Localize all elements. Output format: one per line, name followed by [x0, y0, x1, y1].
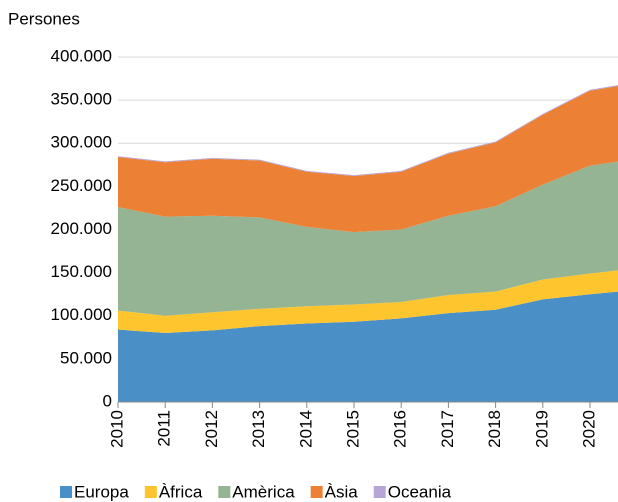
area: [118, 86, 618, 233]
y-tick-label: 250.000: [51, 176, 112, 195]
area: [118, 270, 618, 333]
area: [118, 291, 618, 402]
y-tick-label: 300.000: [51, 133, 112, 152]
x-tick-label: 2019: [532, 410, 551, 448]
legend-swatch: [218, 486, 231, 498]
y-axis-label: Persones: [8, 9, 80, 28]
legend-swatch: [144, 486, 157, 498]
x-tick-label: 2015: [343, 410, 362, 448]
legend-label: Àsia: [325, 482, 359, 501]
x-tick-label: 2011: [155, 410, 174, 447]
y-tick-label: 150.000: [51, 262, 112, 281]
x-tick-label: 2014: [296, 410, 315, 448]
legend-label: Àfrica: [159, 482, 203, 501]
legend-swatch: [373, 486, 386, 498]
x-tick-label: 2017: [438, 410, 457, 448]
x-tick-label: 2013: [249, 410, 268, 448]
y-tick-label: 400.000: [51, 46, 112, 65]
x-tick-label: 2012: [202, 410, 221, 448]
x-tick-label: 2018: [485, 410, 504, 448]
legend-label: Europa: [74, 482, 129, 501]
area: [118, 161, 618, 316]
y-tick-label: 50.000: [60, 348, 112, 367]
x-tick-label: 2020: [579, 410, 598, 448]
legend-label: Amèrica: [232, 482, 295, 501]
x-tick-label: 2010: [107, 410, 126, 448]
legend-label: Oceania: [388, 482, 452, 501]
y-tick-label: 100.000: [51, 305, 112, 324]
legend-swatch: [310, 486, 323, 498]
y-tick-label: 200.000: [51, 219, 112, 238]
y-tick-label: 350.000: [51, 90, 112, 109]
x-tick-label: 2016: [391, 410, 410, 448]
legend-swatch: [60, 486, 72, 498]
y-tick-label: 0: [103, 391, 112, 410]
